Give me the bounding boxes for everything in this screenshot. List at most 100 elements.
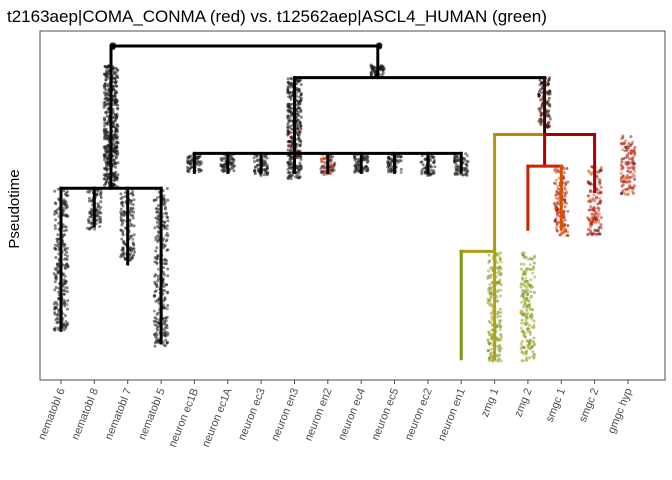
cell-point (546, 122, 550, 126)
cell-point (99, 189, 103, 193)
cell-point (103, 97, 107, 101)
cell-point (95, 218, 99, 222)
cell-point (55, 240, 59, 244)
cell-point (61, 206, 65, 210)
cell-point (598, 196, 601, 200)
cell-point (538, 88, 542, 92)
cell-point (362, 155, 366, 159)
cell-point (252, 156, 256, 160)
cell-point (289, 127, 293, 131)
cell-point (599, 216, 603, 220)
cell-point (290, 139, 294, 143)
cell-point (299, 92, 303, 95)
cell-point (539, 105, 543, 109)
cell-point (165, 211, 169, 215)
cell-point (322, 157, 326, 161)
cell-point (104, 111, 108, 115)
cell-point (496, 310, 500, 314)
cell-point (131, 207, 135, 210)
cell-point (65, 302, 69, 306)
cell-point (528, 263, 532, 267)
cell-point (633, 169, 637, 173)
cell-point (522, 345, 526, 349)
cell-point (128, 258, 132, 262)
cell-point (520, 277, 524, 281)
cell-point (523, 291, 527, 295)
cell-point (56, 320, 60, 324)
cell-point (498, 270, 501, 274)
cell-point (154, 299, 158, 303)
cell-point (162, 223, 166, 227)
cell-point (96, 189, 100, 193)
cell-point (486, 338, 490, 342)
cell-point (487, 340, 491, 344)
cell-point (620, 160, 624, 164)
cell-point (381, 69, 385, 73)
cell-point (113, 94, 117, 98)
cell-point (588, 199, 592, 203)
cell-point (53, 307, 56, 311)
cell-point (129, 234, 133, 238)
cell-point (88, 196, 91, 200)
cell-point (62, 298, 66, 302)
cell-point (296, 122, 300, 126)
cell-point (621, 189, 624, 193)
x-tick-label: neuron ec5 (370, 387, 402, 443)
cell-point (115, 137, 119, 141)
cell-point (156, 238, 160, 242)
cell-point (496, 315, 500, 319)
cell-point (121, 246, 125, 250)
cell-point (420, 154, 424, 158)
cell-point (545, 90, 549, 94)
cell-point (295, 81, 299, 85)
cell-point (287, 108, 291, 112)
cell-point (162, 194, 166, 198)
cell-point (556, 168, 560, 172)
cell-point (423, 157, 427, 161)
cell-point (596, 206, 600, 210)
cell-point (527, 282, 531, 286)
cell-point (596, 229, 600, 233)
cell-point (53, 209, 57, 213)
cell-point (286, 128, 290, 132)
cell-point (499, 335, 503, 339)
cell-point (371, 65, 375, 69)
cell-point (540, 81, 544, 85)
cell-point (487, 269, 490, 273)
cell-point (630, 175, 634, 179)
cell-point (625, 187, 629, 191)
cell-point (532, 291, 536, 294)
cell-point (164, 319, 168, 323)
cell-point (62, 272, 66, 276)
cell-point (526, 329, 530, 333)
cell-point (533, 275, 537, 279)
cell-point (525, 349, 529, 353)
cell-point (164, 206, 167, 209)
cell-point (560, 230, 564, 234)
cell-point (133, 250, 137, 254)
cell-point (113, 178, 117, 182)
cell-point (487, 319, 491, 323)
cell-point (157, 217, 161, 221)
cell-point (98, 225, 102, 228)
cell-point (107, 65, 110, 68)
cell-point (630, 161, 634, 165)
cell-point (152, 198, 156, 202)
cell-point (290, 102, 294, 106)
cell-point (527, 344, 530, 348)
cell-point (354, 167, 358, 171)
cell-point (498, 278, 502, 282)
cell-point (540, 86, 544, 89)
cell-point (162, 285, 166, 288)
cell-point (629, 186, 633, 190)
cell-point (230, 156, 234, 160)
cell-point (546, 114, 550, 118)
cell-point (564, 181, 568, 185)
cell-point (261, 164, 265, 167)
cell-point (564, 188, 568, 192)
cell-point (103, 65, 107, 68)
cell-point (522, 283, 526, 287)
cell-point (486, 349, 490, 353)
cell-point (530, 294, 533, 298)
